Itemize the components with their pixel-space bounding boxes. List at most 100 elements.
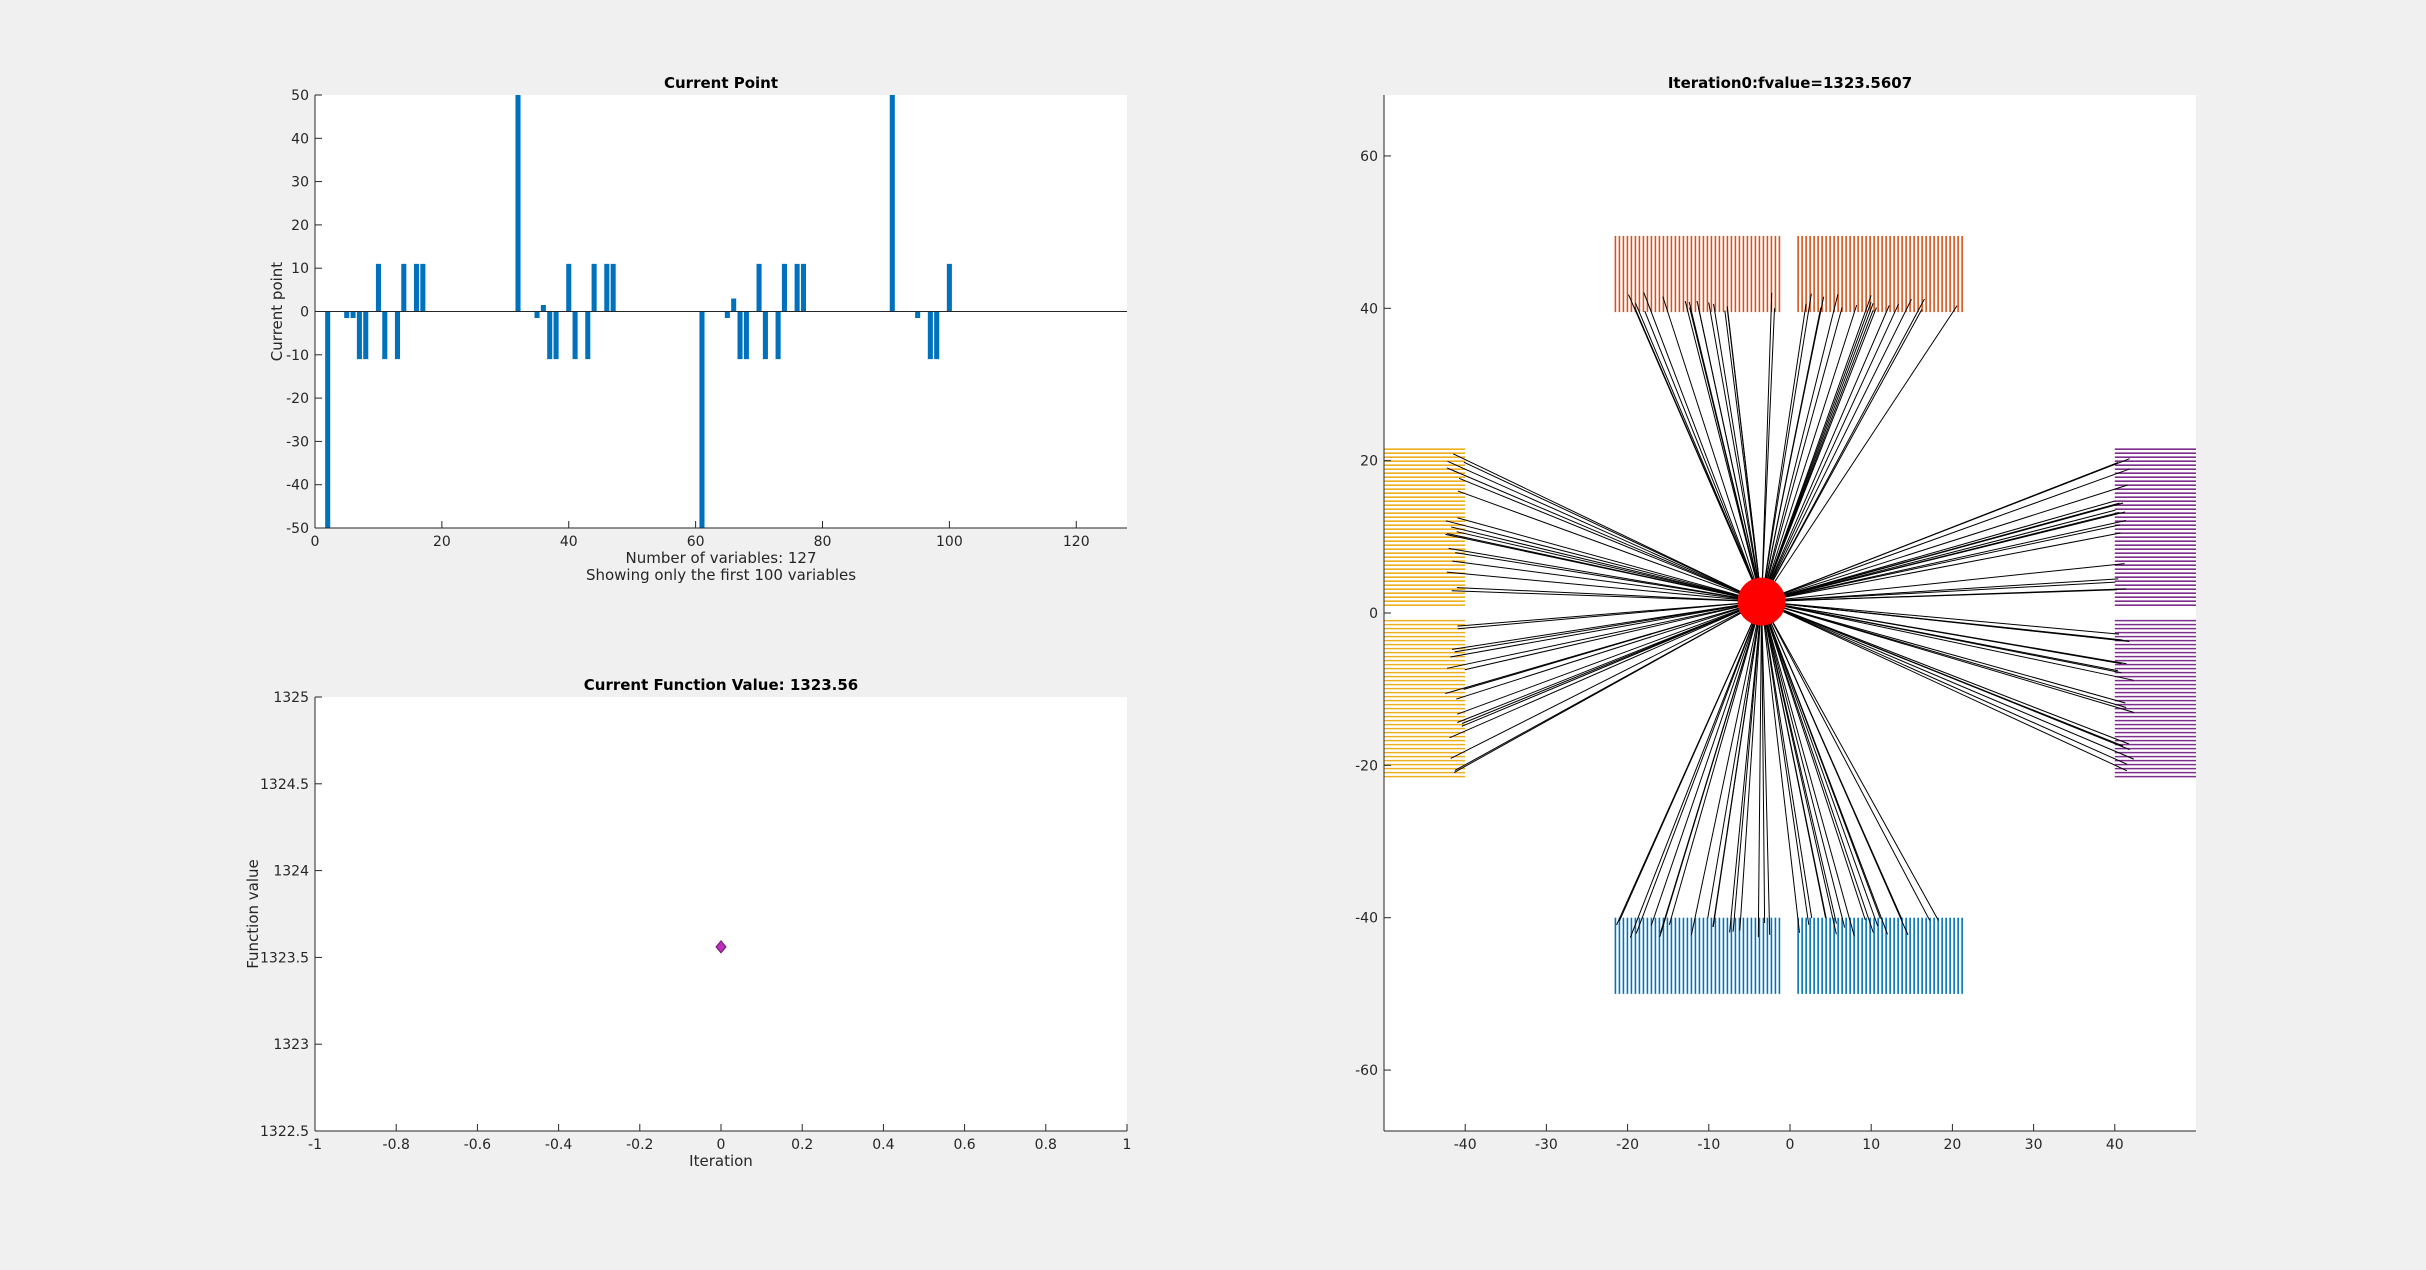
connection-line: [1761, 601, 1837, 924]
data-point: [715, 940, 727, 954]
connection-line: [1456, 601, 1762, 700]
connection-line: [1690, 601, 1763, 936]
x-tick-label: 120: [1063, 534, 1090, 550]
connection-line: [1761, 500, 2116, 603]
bar: [394, 311, 401, 360]
bar: [737, 311, 743, 360]
connection-line: [1761, 307, 1822, 602]
connection-line: [1643, 292, 1763, 602]
connection-line: [1761, 304, 1858, 602]
connection-line: [1761, 601, 2128, 765]
bar: [540, 305, 546, 312]
y-tick-label: 40: [1360, 301, 1378, 317]
connection-line: [1761, 303, 1899, 602]
bar: [604, 263, 610, 312]
connection-lines: [1445, 292, 2135, 938]
connection-line: [1761, 309, 1923, 602]
connection-line: [1761, 601, 2120, 635]
connection-line: [1761, 292, 1773, 602]
y-tick-label: 20: [1360, 454, 1378, 470]
connection-line: [1761, 502, 2120, 603]
x-tick-label: 30: [2025, 1137, 2043, 1153]
y-tick-label: 40: [291, 131, 309, 147]
y-tick-label: 1324.5: [260, 777, 309, 793]
connection-line: [1761, 305, 1958, 602]
bar: [325, 311, 331, 528]
connection-line: [1761, 601, 1866, 921]
y-tick-label: 60: [1360, 149, 1378, 165]
connection-line: [1628, 294, 1763, 602]
chart-title: Current Function Value: 1323.56: [584, 676, 858, 694]
connection-line: [1761, 509, 2116, 603]
y-axis-label: Current point: [268, 262, 286, 361]
axes: -40 -30 -20 -10 0 10 20 30 40 -60 -40 -20 0 20 40 60: [1355, 95, 2196, 1153]
bar: [794, 263, 800, 312]
connection-line: [1761, 305, 1890, 602]
x-tick-label: -10: [1697, 1137, 1720, 1153]
bar: [382, 311, 388, 360]
connection-line: [1712, 601, 1763, 928]
bar: [585, 311, 591, 360]
x-tick-label: 0.8: [1035, 1137, 1057, 1153]
bar: [553, 311, 559, 360]
axes: 0 20 40 60 80 100 120 -50 -40 -30 -20 -10 0 10 20 30 40 5…: [286, 88, 1127, 550]
bar: [515, 95, 521, 312]
connection-line: [1447, 460, 1762, 603]
y-tick-label: 0: [1369, 606, 1378, 622]
bar: [915, 311, 921, 318]
point-series: [715, 940, 727, 954]
connection-line: [1659, 601, 1763, 937]
connection-line: [1761, 308, 1776, 602]
connection-line: [1761, 601, 2123, 641]
bar: [934, 311, 940, 360]
bar: [610, 263, 616, 312]
connection-line: [1458, 477, 1762, 603]
connection-line: [1457, 490, 1762, 603]
connection-line: [1761, 601, 2134, 681]
connection-line: [1761, 601, 2130, 745]
connection-line: [1668, 601, 1763, 925]
connection-line: [1761, 589, 2117, 603]
connection-line: [1761, 484, 2128, 603]
connection-line: [1451, 601, 1762, 650]
connection-line: [1445, 533, 1762, 603]
bar: [591, 263, 597, 312]
connection-line: [1446, 571, 1762, 603]
x-tick-label: -0.6: [464, 1137, 491, 1153]
x-tick-label: -40: [1454, 1137, 1477, 1153]
connection-line: [1451, 526, 1762, 603]
x-tick-label: -1: [308, 1137, 322, 1153]
y-tick-label: 1323: [273, 1037, 309, 1053]
connection-line: [1761, 601, 2127, 708]
connection-line: [1635, 303, 1763, 602]
connection-line: [1761, 601, 1881, 919]
connection-line: [1761, 601, 2122, 674]
connection-line: [1761, 601, 1801, 933]
connection-line: [1761, 519, 2126, 603]
connection-line: [1635, 601, 1763, 934]
x-tick-label: -20: [1616, 1137, 1639, 1153]
y-tick-label: 1323.5: [260, 950, 309, 966]
center-marker: [1737, 577, 1786, 626]
connection-line: [1650, 601, 1763, 926]
y-tick-label: 1325: [273, 690, 309, 706]
connection-line: [1707, 601, 1763, 919]
bar: [363, 311, 369, 360]
connection-line: [1697, 307, 1763, 602]
x-tick-label: -0.4: [545, 1137, 572, 1153]
bar: [731, 298, 737, 312]
y-tick-label: -50: [286, 521, 309, 537]
x-tick-label: -30: [1535, 1137, 1558, 1153]
connection-line: [1761, 578, 2119, 603]
x-axis-label-2: Showing only the first 100 variables: [586, 566, 856, 584]
y-tick-label: -60: [1355, 1063, 1378, 1079]
connection-line: [1662, 296, 1763, 602]
bar: [889, 95, 895, 312]
chart-title: Current Point: [664, 74, 778, 92]
x-tick-label: 0: [311, 534, 320, 550]
x-tick-label: 40: [2106, 1137, 2124, 1153]
connection-line: [1456, 531, 1762, 603]
x-tick-label: -0.2: [626, 1137, 653, 1153]
connection-line: [1761, 563, 2125, 603]
